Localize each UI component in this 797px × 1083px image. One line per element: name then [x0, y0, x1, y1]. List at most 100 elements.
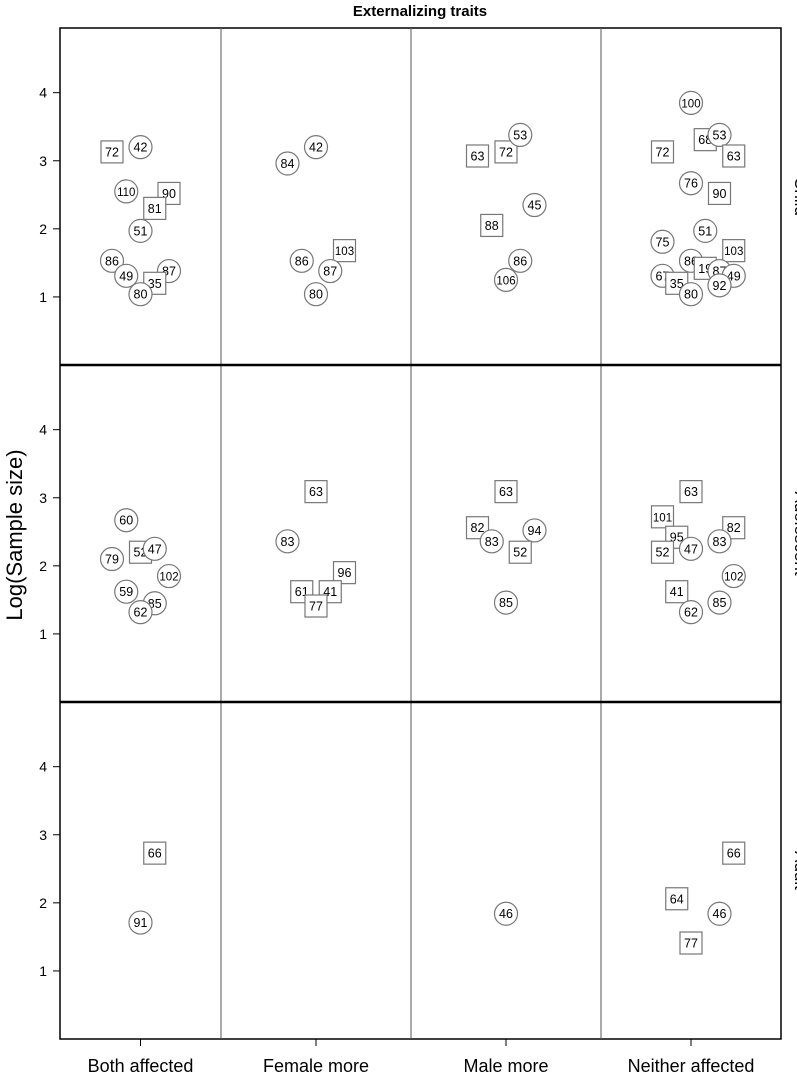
data-point: 100 [678, 90, 704, 115]
point-label: 53 [513, 128, 527, 142]
square-marker [494, 140, 518, 164]
data-point: 66 [143, 841, 167, 865]
point-label: 41 [670, 585, 684, 599]
circle-marker [707, 122, 732, 147]
point-label: 62 [134, 606, 148, 620]
point-label: 101 [653, 512, 672, 524]
data-point: 102 [156, 563, 182, 589]
data-point: 102 [721, 563, 746, 589]
point-label: 96 [338, 566, 352, 580]
data-point: 51 [128, 218, 153, 243]
circle-marker [522, 518, 547, 543]
data-point: 42 [128, 135, 153, 160]
row-label-adolescent: Adolescent [791, 491, 797, 575]
data-point: 84 [275, 151, 300, 176]
data-point: 63 [494, 480, 518, 504]
panels-group: 1 2 3 4 Child 1 2 3 4 Adolescent 1 2 3 4 Adult Both aff… [39, 27, 797, 1076]
circle-marker [707, 590, 732, 615]
data-point: 59 [114, 579, 139, 604]
data-point: 45 [522, 192, 547, 218]
point-label: 87 [323, 265, 337, 279]
point-label: 72 [656, 145, 670, 159]
y-tick-label: 1 [39, 963, 47, 979]
square-marker [480, 213, 504, 238]
circle-marker [128, 282, 153, 307]
column-label-neither-affected: Neither affected [628, 1056, 755, 1076]
data-point: 80 [678, 282, 704, 307]
circle-marker [128, 910, 153, 935]
data-point: 80 [128, 282, 153, 307]
point-label: 46 [713, 907, 727, 921]
y-tick-label: 4 [39, 422, 47, 438]
point-label: 72 [105, 145, 119, 159]
point-label: 86 [295, 254, 309, 268]
data-point: 76 [678, 171, 704, 196]
y-tick-label: 3 [39, 153, 47, 169]
point-label: 86 [513, 254, 527, 268]
y-tick-label: 4 [39, 85, 47, 101]
point-label: 66 [727, 847, 741, 861]
y-tick-label: 3 [39, 490, 47, 506]
point-label: 110 [117, 187, 135, 199]
point-label: 94 [528, 524, 542, 538]
circle-marker [707, 529, 732, 554]
point-label: 82 [471, 521, 485, 535]
circle-marker [678, 600, 704, 625]
data-point: 92 [707, 273, 732, 298]
point-label: 85 [713, 596, 727, 610]
point-label: 85 [499, 596, 513, 610]
circle-marker [508, 248, 533, 273]
point-label: 80 [134, 288, 148, 302]
data-point: 86 [289, 248, 314, 273]
data-point: 94 [522, 518, 547, 543]
circle-marker [114, 579, 139, 604]
data-point: 52 [508, 540, 532, 564]
point-label: 92 [713, 279, 727, 293]
point-label: 46 [499, 907, 513, 921]
circle-marker [318, 258, 343, 284]
data-point: 85 [707, 590, 732, 615]
square-marker [304, 594, 328, 618]
point-label: 63 [309, 485, 323, 499]
point-label: 88 [485, 219, 499, 233]
circle-marker [303, 282, 329, 307]
square-marker [143, 841, 167, 865]
point-label: 72 [499, 145, 513, 159]
column-label-female-more: Female more [263, 1056, 369, 1076]
data-point: 62 [128, 600, 153, 625]
data-point: 88 [480, 213, 504, 238]
point-label: 83 [281, 535, 295, 549]
data-point: 62 [678, 600, 704, 625]
circle-marker [678, 536, 704, 561]
data-point: 51 [693, 218, 718, 243]
circle-marker [289, 248, 314, 273]
square-marker [494, 480, 518, 504]
point-label: 106 [496, 275, 515, 287]
point-label: 102 [724, 572, 743, 584]
data-point: 86 [508, 248, 533, 273]
row-label-adult: Adult [791, 851, 797, 890]
point-label: 84 [281, 157, 295, 171]
data-point: 52 [650, 540, 675, 564]
data-point: 53 [508, 122, 533, 147]
circle-marker [721, 563, 746, 589]
square-marker [650, 505, 675, 529]
data-point: 83 [275, 529, 300, 554]
point-label: 103 [335, 246, 354, 258]
point-label: 79 [105, 553, 119, 567]
point-label: 76 [684, 177, 698, 191]
circle-marker [156, 563, 182, 589]
data-point: 47 [678, 536, 704, 561]
data-point: 90 [707, 181, 732, 206]
data-point: 85 [493, 590, 519, 615]
data-point: 49 [114, 263, 139, 288]
column-label-both-affected: Both affected [88, 1056, 194, 1076]
point-label: 75 [656, 235, 670, 249]
y-tick-label: 2 [39, 895, 47, 911]
square-marker [465, 144, 490, 168]
circle-marker [99, 248, 125, 273]
data-point: 86 [99, 248, 125, 273]
square-marker [722, 239, 746, 263]
point-label: 90 [713, 187, 727, 201]
